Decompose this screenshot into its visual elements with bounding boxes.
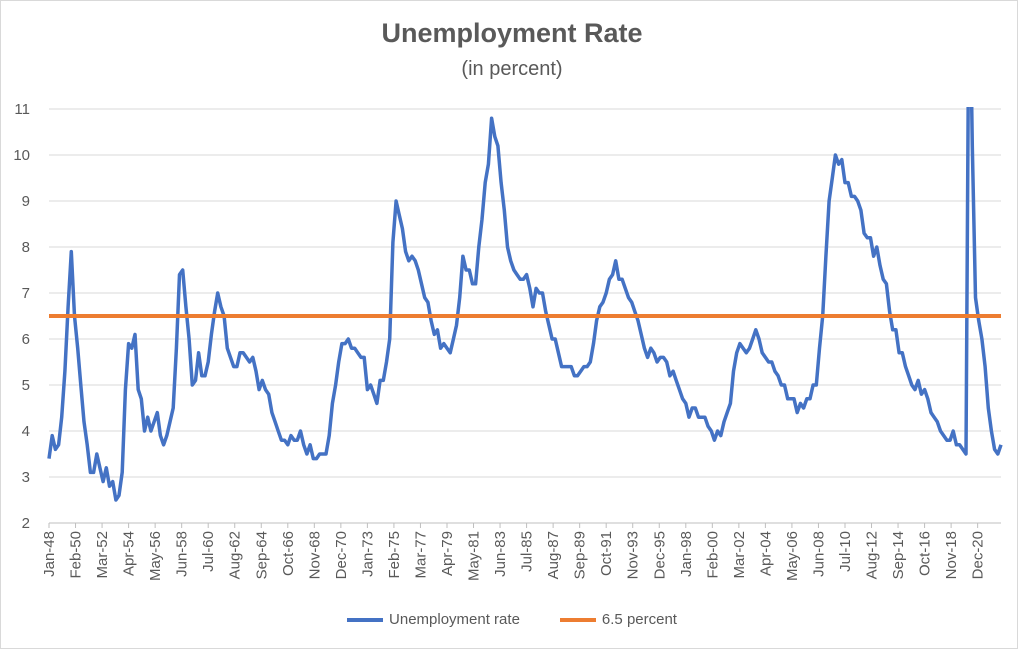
x-tick-label: Aug-87: [545, 531, 562, 579]
unemployment-rate-line: [47, 107, 1003, 502]
x-tick-label: Nov-18: [943, 531, 960, 579]
x-tick-label: Nov-68: [306, 531, 323, 579]
x-tick-label: May-56: [147, 531, 164, 581]
x-tick-label: Jul-10: [837, 531, 854, 572]
x-tick-label: Feb-75: [386, 531, 403, 579]
x-tick-label: Feb-50: [68, 531, 85, 579]
x-tick-label: Mar-02: [731, 531, 748, 579]
x-tick-label: Feb-00: [704, 531, 721, 579]
x-tick-label: Jan-48: [41, 531, 58, 577]
x-tick-label: Jun-83: [492, 531, 509, 577]
y-tick-label: 3: [22, 469, 30, 486]
y-tick-label: 6: [22, 331, 30, 348]
x-tick-label: Aug-62: [227, 531, 244, 579]
x-tick-label: Apr-54: [121, 531, 138, 576]
legend-swatch-orange: [559, 617, 596, 622]
x-tick-label: Jan-98: [678, 531, 695, 577]
x-tick-label: Dec-70: [333, 531, 350, 579]
y-tick-label: 8: [22, 239, 30, 256]
x-tick-label: May-81: [466, 531, 483, 581]
x-tick-label: Sep-14: [890, 531, 907, 579]
legend-label: 6.5 percent: [601, 611, 677, 628]
y-tick-label: 11: [14, 101, 30, 118]
x-tick-label: May-06: [784, 531, 801, 581]
x-tick-label: Aug-12: [864, 531, 881, 579]
legend-label: Unemployment rate: [389, 611, 520, 628]
x-tick-label: Apr-79: [439, 531, 456, 576]
chart-title: Unemployment Rate: [381, 18, 643, 48]
x-tick-label: Mar-52: [94, 531, 111, 579]
chart-subtitle: (in percent): [461, 58, 563, 80]
y-tick-label: 2: [22, 515, 30, 532]
legend-swatch-blue: [347, 617, 384, 622]
x-tick-label: Jun-08: [810, 531, 827, 577]
legend-item-threshold: 6.5 percent: [559, 611, 677, 628]
x-tick-label: Mar-77: [412, 531, 429, 579]
x-tick-label: Oct-16: [917, 531, 934, 576]
y-tick-label: 9: [22, 193, 30, 210]
x-tick-label: Jul-85: [519, 531, 536, 572]
x-tick-label: Apr-04: [757, 531, 774, 576]
x-tick-label: Dec-95: [651, 531, 668, 579]
x-tick-label: Sep-89: [572, 531, 589, 579]
x-tick-label: Jun-58: [174, 531, 191, 577]
x-tick-label: Jan-73: [359, 531, 376, 577]
y-tick-label: 7: [22, 285, 30, 302]
x-tick-label: Jul-60: [200, 531, 217, 572]
legend-item-unemployment: Unemployment rate: [347, 611, 520, 628]
y-tick-label: 4: [22, 423, 30, 440]
x-tick-label: Sep-64: [253, 531, 270, 579]
x-tick-label: Oct-91: [598, 531, 615, 576]
y-tick-label: 5: [22, 377, 30, 394]
legend: Unemployment rate 6.5 percent: [0, 611, 1024, 628]
x-tick-label: Oct-66: [280, 531, 297, 576]
x-tick-label: Nov-93: [625, 531, 642, 579]
x-tick-label: Dec-20: [970, 531, 987, 579]
y-tick-label: 10: [13, 147, 30, 164]
